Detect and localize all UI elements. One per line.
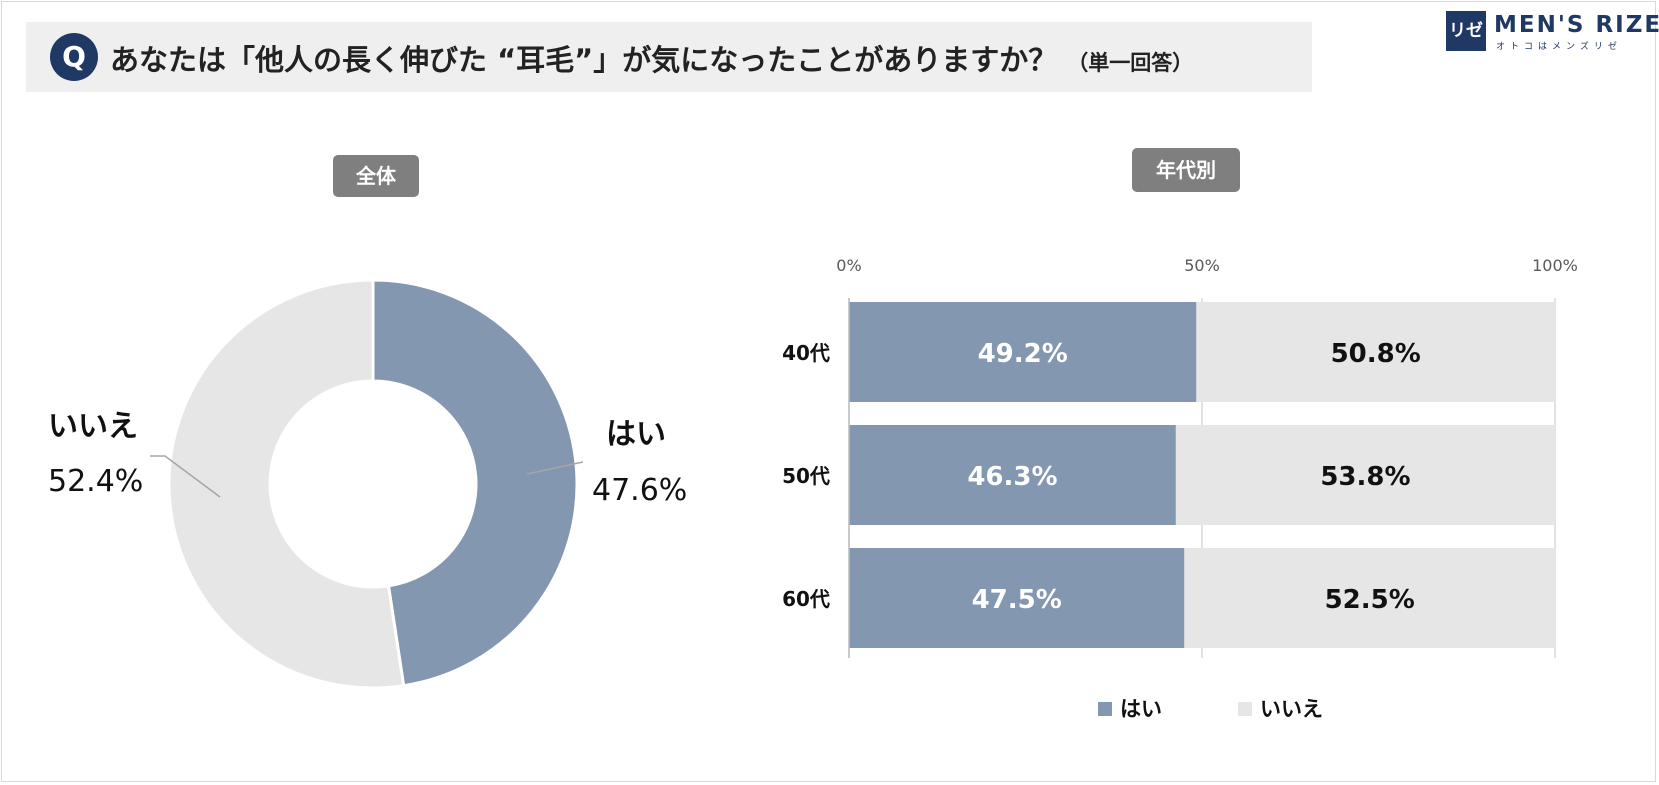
pie-slice-1: [167, 278, 406, 690]
legend-label-0: はい: [1120, 697, 1162, 721]
bar-data-label-0-1: 50.8%: [1331, 339, 1421, 369]
question-bar: Q あなたは「他人の長く伸びた “耳毛”」が気になったことがありますか？ （単一回…: [26, 22, 1312, 92]
bar-data-label-2-1: 52.5%: [1325, 585, 1415, 615]
pie-value-0: 47.6%: [592, 473, 687, 508]
bar-data-label-0-0: 49.2%: [978, 339, 1068, 369]
question-badge: Q: [50, 33, 98, 81]
bar-data-label-2-0: 47.5%: [972, 585, 1062, 615]
bar-category-0: 40代: [782, 341, 830, 365]
legend-label-1: いいえ: [1260, 697, 1323, 721]
bar-segment-2-1: [1184, 548, 1555, 648]
x-tick-label-2: 100%: [1532, 256, 1578, 275]
pie-label-0: はい: [606, 417, 666, 452]
pie-label-1: いいえ: [48, 409, 138, 444]
x-tick-label-1: 50%: [1184, 256, 1220, 275]
question-note: （単一回答）: [1067, 51, 1194, 75]
bar-data-label-1-0: 46.3%: [967, 462, 1057, 492]
question-text: あなたは「他人の長く伸びた “耳毛”」が気になったことがありますか？: [110, 43, 1058, 77]
bar-segment-2-0: [849, 548, 1185, 648]
logo-tagline: オトコはメンズリゼ: [1496, 42, 1622, 52]
bar-segment-1-0: [849, 425, 1176, 525]
overall-tag: 全体: [333, 155, 419, 197]
pie-value-1: 52.4%: [48, 464, 143, 499]
bar-data-label-1-1: 53.8%: [1320, 462, 1410, 492]
bar-segment-0-1: [1196, 302, 1555, 402]
bar-segment-0-0: [849, 302, 1197, 402]
pie-leader-line-0: [526, 461, 584, 475]
brand-logo: リゼ MEN'S RIZE オトコはメンズリゼ: [1446, 11, 1659, 53]
by-age-tag: 年代別: [1132, 148, 1240, 192]
logo-name: MEN'S RIZE: [1494, 12, 1659, 38]
question-title: あなたは「他人の長く伸びた “耳毛”」が気になったことがありますか？ （単一回答）: [110, 37, 1193, 79]
pie-leader-line-1: [150, 455, 221, 498]
bar-category-2: 60代: [782, 587, 830, 611]
legend-swatch-1: [1238, 702, 1252, 716]
pie-slice-0: [371, 278, 579, 688]
bar-category-1: 50代: [782, 464, 830, 488]
logo-mark: リゼ: [1446, 11, 1486, 51]
x-tick-label-0: 0%: [836, 256, 861, 275]
bar-segment-1-1: [1175, 425, 1555, 525]
legend-swatch-0: [1098, 702, 1112, 716]
